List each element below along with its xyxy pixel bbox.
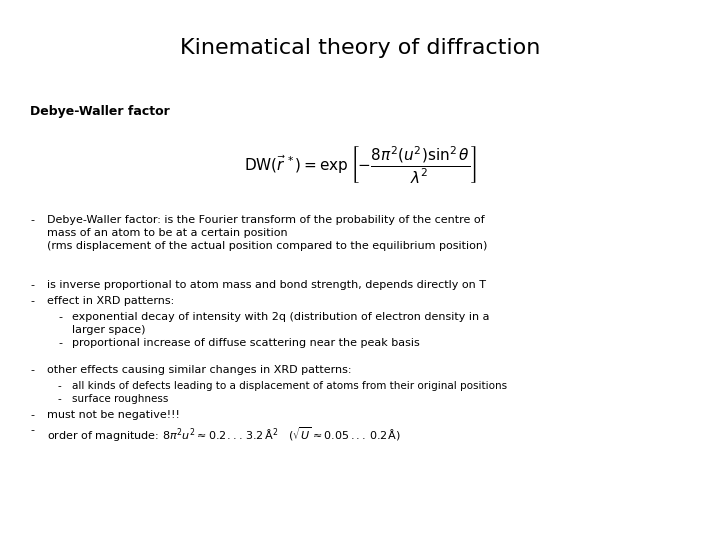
Text: surface roughness: surface roughness — [72, 394, 168, 404]
Text: -: - — [30, 215, 34, 225]
Text: all kinds of defects leading to a displacement of atoms from their original posi: all kinds of defects leading to a displa… — [72, 381, 507, 391]
Text: -: - — [30, 365, 34, 375]
Text: -: - — [30, 425, 34, 435]
Text: effect in XRD patterns:: effect in XRD patterns: — [47, 296, 174, 306]
Text: Kinematical theory of diffraction: Kinematical theory of diffraction — [180, 38, 540, 58]
Text: exponential decay of intensity with 2q (distribution of electron density in a
la: exponential decay of intensity with 2q (… — [72, 312, 490, 335]
Text: other effects causing similar changes in XRD patterns:: other effects causing similar changes in… — [47, 365, 351, 375]
Text: $\mathrm{DW}(\vec{r}^{\,*}) = \exp\left[-\dfrac{8\pi^2(u^2)\sin^2\theta}{\lambda: $\mathrm{DW}(\vec{r}^{\,*}) = \exp\left[… — [244, 145, 476, 186]
Text: -: - — [58, 338, 62, 348]
Text: -: - — [30, 296, 34, 306]
Text: -: - — [58, 394, 62, 404]
Text: -: - — [58, 381, 62, 391]
Text: order of magnitude: $8\pi^2 u^2 \approx 0.2\,...\,3.2\,\mathrm{\AA}^2 \quad (\sq: order of magnitude: $8\pi^2 u^2 \approx … — [47, 425, 401, 444]
Text: is inverse proportional to atom mass and bond strength, depends directly on T: is inverse proportional to atom mass and… — [47, 280, 486, 290]
Text: must not be negative!!!: must not be negative!!! — [47, 410, 180, 420]
Text: proportional increase of diffuse scattering near the peak basis: proportional increase of diffuse scatter… — [72, 338, 420, 348]
Text: -: - — [58, 312, 62, 322]
Text: -: - — [30, 410, 34, 420]
Text: Debye-Waller factor: is the Fourier transform of the probability of the centre o: Debye-Waller factor: is the Fourier tran… — [47, 215, 487, 251]
Text: -: - — [30, 280, 34, 290]
Text: Debye-Waller factor: Debye-Waller factor — [30, 105, 170, 118]
